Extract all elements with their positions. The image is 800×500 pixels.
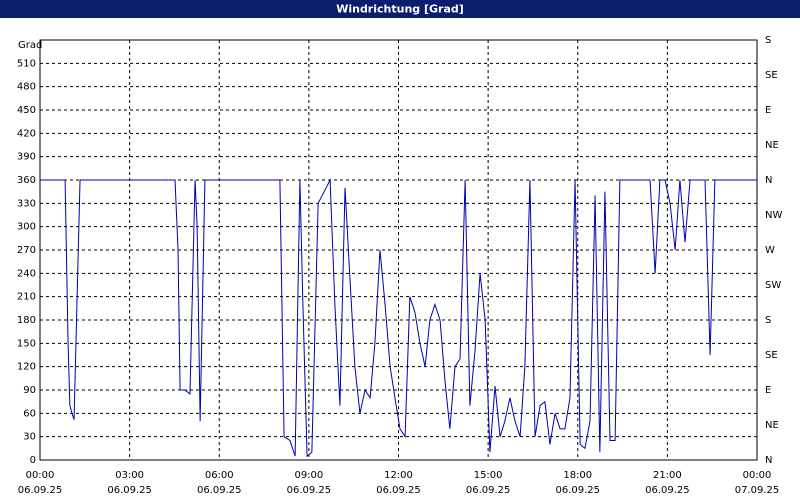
y-axis-label: Grad [18,40,42,51]
y2-tick-label: N [765,175,772,186]
y2-tick-label: NE [765,420,779,431]
plot: 0 30 60 90 120 150 180 210 240 270 300 330 360 390 420… [17,35,783,496]
x-tick-label: 00:00 [26,470,55,481]
x-tick-label: 00:00 [743,470,772,481]
x-tick-date: 06.09.25 [645,485,690,496]
x-tick-label: 21:00 [653,470,682,481]
title-bar [0,0,800,18]
y-tick-label: 180 [17,315,36,326]
y-tick-label: 90 [23,385,36,396]
y2-tick-label: E [765,105,771,116]
y-tick-label: 480 [17,82,36,93]
chart-title: Windrichtung [Grad] [336,3,464,16]
y2-tick-label: S [765,315,771,326]
x-tick-date: 06.09.25 [466,485,511,496]
y-tick-label: 510 [17,58,36,69]
y-tick-label: 30 [23,432,36,443]
x-tick-label: 12:00 [384,470,413,481]
x-tick-label: 18:00 [563,470,592,481]
y-tick-label: 240 [17,268,36,279]
y-tick-label: 390 [17,152,36,163]
y-tick-label: 0 [30,455,36,466]
x-tick-date: 06.09.25 [555,485,600,496]
x-tick-date: 06.09.25 [107,485,152,496]
y-tick-label: 450 [17,105,36,116]
y-tick-label: 210 [17,292,36,303]
y2-tick-label: NW [765,210,782,221]
y2-tick-label: N [765,455,772,466]
x-tick-label: 15:00 [474,470,503,481]
y2-tick-label: SE [765,70,778,81]
x-tick-date: 06.09.25 [18,485,63,496]
x-tick-label: 06:00 [205,470,234,481]
y2-tick-label: SE [765,350,778,361]
x-tick-label: 09:00 [294,470,323,481]
x-tick-label: 03:00 [115,470,144,481]
y-tick-label: 60 [23,408,36,419]
x-tick-date: 06.09.25 [287,485,332,496]
plot-frame [39,39,758,461]
y2-tick-label: S [765,35,771,46]
y2-tick-label: SW [765,280,781,291]
y-tick-label: 360 [17,175,36,186]
x-tick-date: 06.09.25 [197,485,242,496]
y-tick-label: 330 [17,198,36,209]
y2-tick-label: NE [765,140,779,151]
y2-tick-label: W [765,245,775,256]
y-tick-label: 120 [17,362,36,373]
x-tick-date: 06.09.25 [376,485,421,496]
x-tick-date: 07.09.25 [735,485,780,496]
y-tick-label: 270 [17,245,36,256]
y-tick-label: 150 [17,338,36,349]
y2-tick-label: E [765,385,771,396]
data-line [40,178,757,458]
y-tick-label: 420 [17,128,36,139]
y-tick-label: 300 [17,222,36,233]
